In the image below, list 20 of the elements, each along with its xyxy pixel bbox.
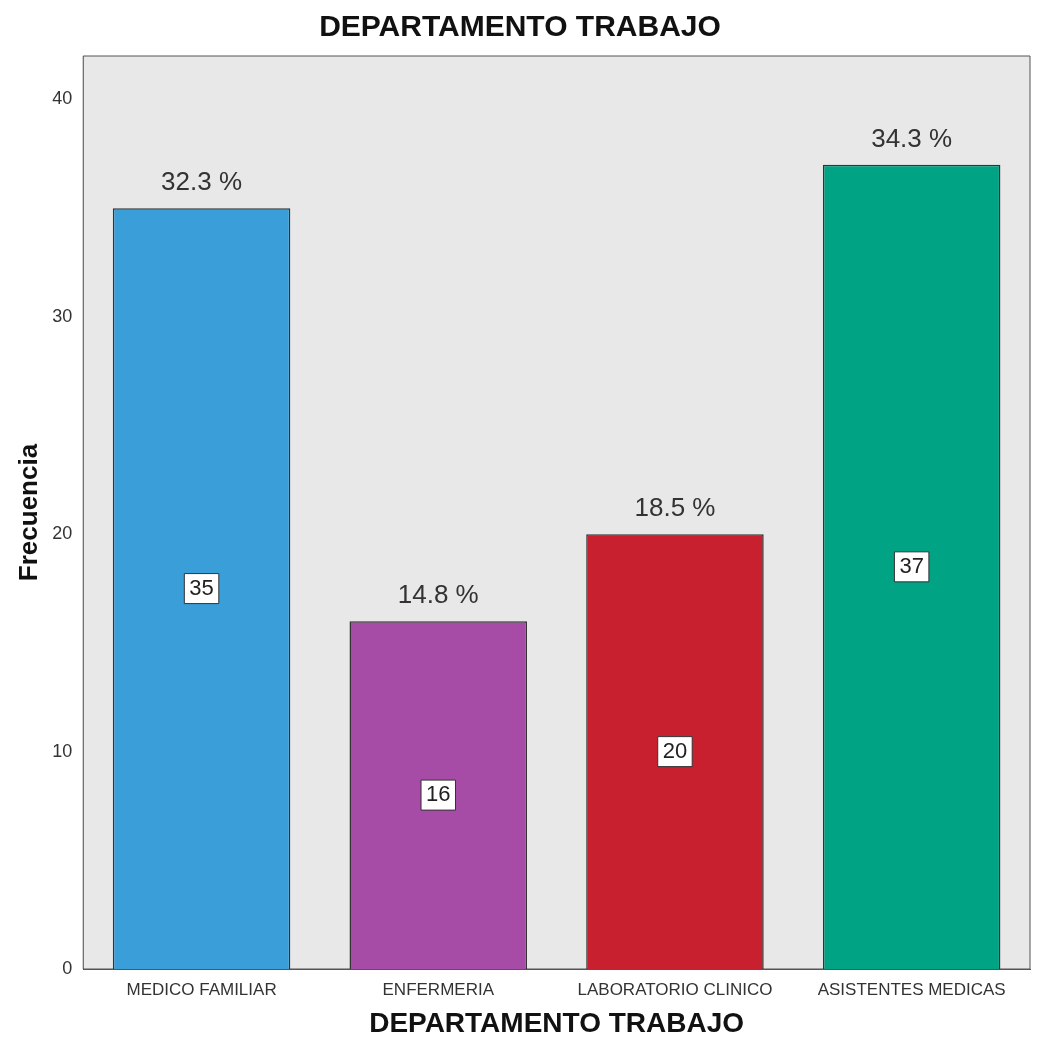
y-tick-label: 40 — [52, 88, 73, 109]
data-label: 35 — [189, 574, 214, 600]
y-tick-label: 20 — [52, 523, 73, 544]
y-axis-title: Frecuencia — [12, 443, 43, 582]
annotation: 32.3 % — [161, 166, 243, 197]
y-tick-label: 10 — [52, 740, 73, 761]
chart-title: DEPARTAMENTO TRABAJO — [319, 9, 721, 43]
x-tick-label: ASISTENTES MEDICAS — [817, 979, 1006, 999]
x-axis-title: DEPARTAMENTO TRABAJO — [369, 1006, 745, 1038]
data-label: 16 — [426, 781, 451, 807]
annotation: 18.5 % — [634, 492, 716, 523]
data-label: 20 — [662, 737, 688, 763]
x-tick-label: LABORATORIO CLINICO — [577, 979, 773, 999]
y-tick-label: 0 — [62, 957, 73, 978]
annotation: 14.8 % — [397, 579, 479, 610]
y-tick-label: 30 — [52, 305, 73, 326]
data-label: 37 — [899, 552, 924, 578]
x-tick-label: ENFERMERIA — [382, 979, 495, 999]
x-tick-label: MEDICO FAMILIAR — [126, 979, 277, 999]
annotation: 34.3 % — [871, 122, 953, 153]
